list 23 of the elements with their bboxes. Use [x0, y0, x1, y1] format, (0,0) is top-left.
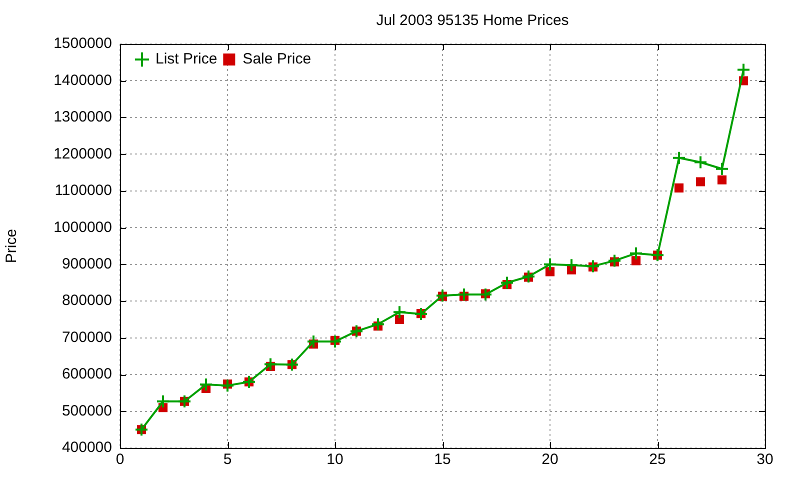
y-tick-label: 900000	[62, 256, 112, 273]
y-axis-title: Price	[3, 228, 20, 264]
x-tick-label: 0	[116, 451, 124, 468]
y-tick-label: 1300000	[54, 108, 112, 126]
x-tick-label: 15	[434, 451, 451, 468]
y-tick-label: 1000000	[54, 218, 112, 236]
y-tick-label: 1100000	[54, 182, 112, 200]
x-tick-label: 20	[542, 451, 558, 468]
y-tick-label: 700000	[62, 328, 112, 346]
y-tick-label: 1500000	[54, 35, 112, 52]
x-tick-label: 30	[756, 451, 774, 468]
y-tick-label: 400000	[62, 439, 112, 456]
chart-title: Jul 2003 95135 Home Prices	[376, 12, 569, 30]
x-tick-label: 25	[649, 451, 666, 468]
y-tick-label: 1400000	[54, 72, 112, 89]
y-tick-label: 500000	[62, 402, 112, 420]
x-tick-label: 10	[326, 451, 344, 468]
y-tick-label: 600000	[62, 366, 112, 383]
x-tick-label: 5	[223, 451, 232, 468]
y-tick-label: 1200000	[54, 145, 112, 162]
legend-label: Sale Price	[242, 50, 312, 68]
y-tick-label: 800000	[62, 292, 112, 310]
legend-label: List Price	[156, 50, 218, 68]
